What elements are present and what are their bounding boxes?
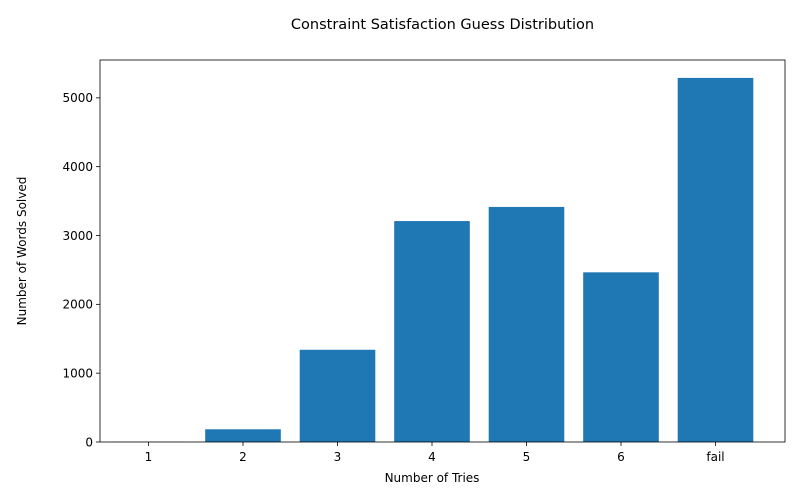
bar-2 xyxy=(205,429,281,442)
x-tick-label: 5 xyxy=(523,450,531,464)
y-tick-label: 0 xyxy=(85,435,93,449)
x-tick-label: fail xyxy=(706,450,724,464)
x-axis: 1 2 3 4 5 6 fail xyxy=(145,442,725,464)
bar-6 xyxy=(583,272,659,442)
x-tick-label: 2 xyxy=(239,450,247,464)
y-tick-label: 5000 xyxy=(62,91,93,105)
x-tick-label: 6 xyxy=(617,450,625,464)
y-tick-label: 3000 xyxy=(62,229,93,243)
y-tick-label: 4000 xyxy=(62,160,93,174)
chart-title: Constraint Satisfaction Guess Distributi… xyxy=(291,17,594,33)
x-tick-label: 3 xyxy=(334,450,342,464)
y-axis: 0 1000 2000 3000 4000 5000 xyxy=(62,91,100,449)
y-tick-label: 1000 xyxy=(62,366,93,380)
x-tick-label: 4 xyxy=(428,450,436,464)
bar-3 xyxy=(300,350,376,442)
y-tick-label: 2000 xyxy=(62,298,93,312)
bar-fail xyxy=(678,78,754,442)
bar-5 xyxy=(489,207,565,442)
y-axis-label: Number of Words Solved xyxy=(15,177,29,326)
x-axis-label: Number of Tries xyxy=(385,471,480,485)
bar-4 xyxy=(394,221,470,442)
x-tick-label: 1 xyxy=(145,450,153,464)
bars-layer xyxy=(111,78,754,442)
